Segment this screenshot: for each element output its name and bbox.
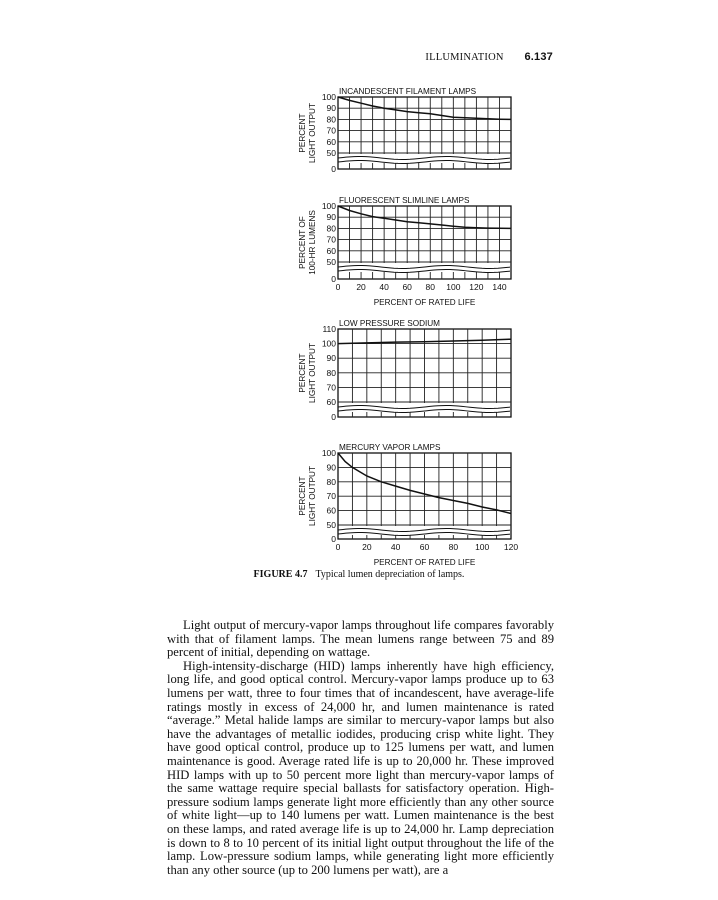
y-tick-label: 0: [331, 412, 336, 422]
y-tick-label: 60: [327, 506, 337, 516]
figure-caption: FIGURE 4.7 Typical lumen depreciation of …: [0, 569, 718, 580]
y-axis-label: LIGHT OUTPUT: [308, 466, 317, 526]
x-tick-label: 20: [356, 282, 366, 292]
x-tick-label: 0: [336, 282, 341, 292]
figure-label: FIGURE 4.7: [253, 569, 308, 580]
y-tick-label: 100: [322, 92, 336, 102]
paragraph: Light output of mercury-vapor lamps thro…: [167, 618, 554, 660]
y-tick-label: 60: [327, 246, 337, 256]
plot-frame: [337, 205, 512, 280]
y-tick-label: 100: [322, 448, 336, 458]
y-tick-label: 70: [327, 235, 337, 245]
axis-break-line: [337, 531, 511, 536]
y-tick-label: 100: [322, 339, 336, 349]
y-tick-label: 60: [327, 137, 337, 147]
paragraph: High-intensity-discharge (HID) lamps inh…: [167, 658, 554, 877]
x-tick-label: 80: [449, 542, 459, 552]
x-tick-label: 0: [336, 542, 341, 552]
chart-title: FLUORESCENT SLIMLINE LAMPS: [339, 196, 470, 205]
axis-break-line: [337, 264, 511, 269]
y-tick-label: 0: [331, 164, 336, 174]
figure-charts: INCANDESCENT FILAMENT LAMPS1009080706050…: [298, 87, 518, 567]
chart-title: INCANDESCENT FILAMENT LAMPS: [339, 87, 477, 96]
chart-4: MERCURY VAPOR LAMPS10090807060500PERCENT…: [298, 443, 518, 567]
y-axis-label: PERCENT OF: [298, 216, 307, 269]
x-tick-label: 40: [379, 282, 389, 292]
x-tick-label: 80: [426, 282, 436, 292]
series-line: [337, 96, 512, 121]
y-tick-label: 110: [322, 324, 336, 334]
x-tick-label: 120: [469, 282, 483, 292]
series-line: [337, 338, 512, 345]
y-tick-label: 80: [327, 223, 337, 233]
page-number: 6.137: [524, 51, 553, 63]
plot-frame: [337, 96, 512, 170]
axis-break-line: [337, 268, 511, 273]
y-tick-label: 50: [327, 520, 337, 530]
chart-title: LOW PRESSURE SODIUM: [339, 319, 440, 328]
y-tick-label: 80: [327, 114, 337, 124]
y-tick-label: 90: [327, 353, 337, 363]
chart-2: FLUORESCENT SLIMLINE LAMPS10090807060500…: [298, 196, 512, 307]
axis-break-line: [337, 159, 511, 164]
y-tick-label: 80: [327, 477, 337, 487]
x-tick-label: 20: [362, 542, 372, 552]
x-tick-label: 40: [391, 542, 401, 552]
y-tick-label: 70: [327, 491, 337, 501]
x-tick-label: 60: [402, 282, 412, 292]
x-axis-label: PERCENT OF RATED LIFE: [374, 558, 476, 567]
y-tick-label: 0: [331, 534, 336, 544]
axis-break-line: [337, 155, 511, 160]
running-header: ILLUMINATION 6.137: [425, 51, 553, 63]
y-tick-label: 70: [327, 382, 337, 392]
x-tick-label: 120: [504, 542, 518, 552]
y-tick-label: 60: [327, 397, 337, 407]
x-tick-label: 60: [420, 542, 430, 552]
y-tick-label: 90: [327, 462, 337, 472]
x-axis-label: PERCENT OF RATED LIFE: [374, 298, 476, 307]
y-axis-label: PERCENT: [298, 353, 307, 392]
y-axis-label: PERCENT: [298, 113, 307, 152]
y-tick-label: 0: [331, 274, 336, 284]
y-axis-label: LIGHT OUTPUT: [308, 343, 317, 403]
axis-break-line: [337, 404, 511, 409]
x-tick-label: 100: [446, 282, 460, 292]
chart-title: MERCURY VAPOR LAMPS: [339, 443, 441, 452]
y-tick-label: 100: [322, 201, 336, 211]
y-axis-label: PERCENT: [298, 476, 307, 515]
series-line: [337, 452, 512, 515]
series-line: [337, 205, 512, 230]
y-tick-label: 90: [327, 212, 337, 222]
y-tick-label: 80: [327, 368, 337, 378]
section-title: ILLUMINATION: [425, 52, 504, 63]
x-tick-label: 100: [475, 542, 489, 552]
y-tick-label: 70: [327, 126, 337, 136]
figure-caption-text: Typical lumen depreciation of lamps.: [315, 569, 465, 580]
y-axis-label: 100-HR LUMENS: [308, 210, 317, 275]
y-axis-label: LIGHT OUTPUT: [308, 103, 317, 163]
axis-break-line: [337, 408, 511, 413]
y-tick-label: 50: [327, 257, 337, 267]
y-tick-label: 90: [327, 103, 337, 113]
y-tick-label: 50: [327, 148, 337, 158]
x-tick-label: 140: [492, 282, 506, 292]
body-text: Light output of mercury-vapor lamps thro…: [167, 618, 554, 877]
axis-break-line: [337, 527, 511, 532]
